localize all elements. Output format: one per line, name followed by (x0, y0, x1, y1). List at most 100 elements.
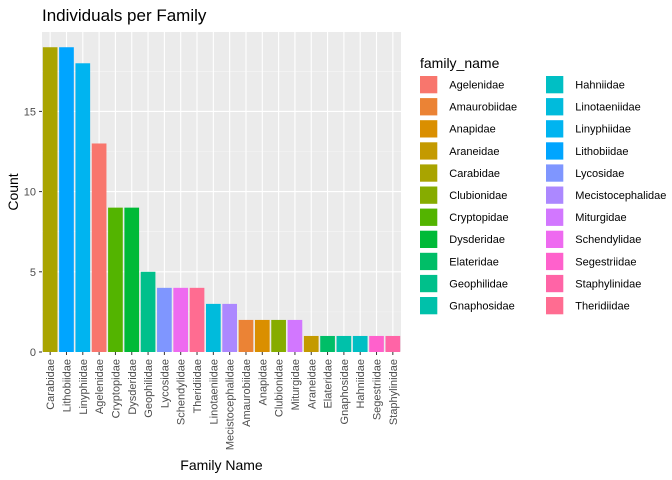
x-tick-label: Cryptopidae (110, 359, 122, 418)
legend-label-gnaphosidae: Gnaphosidae (449, 301, 514, 313)
bar-mecistocephalidae (222, 303, 238, 352)
bar-staphylinidae (385, 335, 401, 352)
legend-label-linotaeniidae: Linotaeniidae (575, 102, 640, 114)
legend-label-hahniidae: Hahniidae (575, 80, 625, 92)
legend-swatch-hahniidae (546, 76, 564, 94)
bar-dysderidae (124, 207, 140, 352)
x-tick-label: Staphylinidae (388, 359, 400, 425)
legend-label-staphylinidae: Staphylinidae (575, 278, 641, 290)
legend-label-clubionidae: Clubionidae (449, 190, 507, 202)
legend-swatch-mecistocephalidae (546, 186, 564, 204)
bar-miturgidae (287, 319, 303, 352)
x-tick-label: Linyphiidae (78, 359, 90, 415)
legend-label-geophilidae: Geophilidae (449, 278, 508, 290)
bar-amaurobiidae (238, 319, 254, 352)
legend-label-carabidae: Carabidae (449, 168, 500, 180)
bar-lithobiidae (59, 47, 74, 352)
x-tick-label: Mecistocephalidae (225, 359, 237, 450)
x-tick-label: Lycosidae (159, 359, 171, 408)
bar-carabidae (42, 47, 58, 352)
x-tick-label: Dysderidae (127, 359, 139, 415)
x-tick-label: Amaurobiidae (241, 359, 253, 427)
bar-elateridae (320, 335, 335, 352)
legend-swatch-theridiidae (546, 297, 564, 315)
bar-cryptopidae (108, 207, 123, 352)
legend-swatch-lycosidae (546, 164, 564, 182)
legend-label-dysderidae: Dysderidae (449, 234, 505, 246)
bar-linyphiidae (75, 63, 91, 352)
legend-label-schendylidae: Schendylidae (575, 234, 641, 246)
bar-anapidae (254, 319, 270, 352)
x-tick-label: Miturgidae (290, 359, 302, 410)
y-tick-label: 15 (24, 106, 36, 118)
y-tick-label: 10 (24, 187, 36, 199)
bar-araneidae (303, 335, 319, 352)
y-axis-title: Count (5, 173, 21, 210)
x-tick-label: Schendylidae (176, 359, 188, 425)
legend-label-linyphiidae: Linyphiidae (575, 124, 631, 136)
legend-swatch-agelenidae (420, 76, 438, 94)
legend-swatch-linyphiidae (546, 120, 564, 138)
x-tick-label: Araneidae (306, 359, 318, 409)
legend-label-lithobiidae: Lithobiidae (575, 146, 628, 158)
legend-label-mecistocephalidae: Mecistocephalidae (575, 190, 666, 202)
legend-label-araneidae: Araneidae (449, 146, 499, 158)
bars (42, 47, 401, 352)
x-axis-title: Family Name (180, 457, 263, 473)
x-tick-label: Carabidae (45, 359, 57, 410)
bar-linotaeniidae (205, 303, 221, 352)
legend-swatch-clubionidae (420, 186, 438, 204)
legend-swatch-elateridae (420, 252, 438, 271)
y-tick-label: 0 (30, 347, 36, 359)
legend-label-theridiidae: Theridiidae (575, 301, 629, 313)
legend-swatch-carabidae (420, 164, 438, 182)
legend-label-segestriidae: Segestriidae (575, 256, 636, 268)
legend-swatch-cryptopidae (420, 208, 438, 226)
legend-swatch-segestriidae (546, 252, 564, 271)
bar-theridiidae (189, 287, 205, 352)
legend-swatch-amaurobiidae (420, 98, 438, 116)
legend-label-lycosidae: Lycosidae (575, 168, 624, 180)
chart-title: Individuals per Family (42, 6, 207, 25)
x-tick-label: Theridiidae (192, 359, 204, 413)
legend-swatch-miturgidae (546, 208, 564, 226)
legend-label-agelenidae: Agelenidae (449, 80, 504, 92)
legend-swatch-schendylidae (546, 230, 564, 248)
legend-label-cryptopidae: Cryptopidae (449, 212, 508, 224)
x-tick-label: Gnaphosidae (339, 359, 351, 424)
legend-swatch-staphylinidae (546, 274, 564, 293)
bar-lycosidae (157, 287, 172, 352)
bar-agelenidae (91, 143, 107, 352)
bar-clubionidae (271, 319, 286, 352)
x-tick-label: Elateridae (323, 359, 335, 409)
y-tick-label: 5 (30, 267, 36, 279)
legend-title: family_name (420, 55, 500, 71)
x-tick-label: Agelenidae (94, 359, 106, 414)
x-tick-label: Geophilidae (143, 359, 155, 418)
x-axis: Carabidae Lithobiidae Linyphiidae Agelenida… (45, 352, 400, 450)
legend: family_name Agelenidae Amaurobiidae Anapid… (420, 55, 666, 315)
y-axis: 0 5 10 15 (24, 106, 42, 359)
x-tick-label: Lithobiidae (61, 359, 73, 412)
legend-swatch-gnaphosidae (420, 297, 438, 315)
legend-label-amaurobiidae: Amaurobiidae (449, 102, 517, 114)
x-tick-label: Clubionidae (274, 359, 286, 417)
x-tick-label: Anapidae (257, 359, 269, 406)
bar-segestriidae (369, 335, 384, 352)
legend-swatch-linotaeniidae (546, 98, 564, 116)
bar-hahniidae (352, 335, 368, 352)
legend-label-anapidae: Anapidae (449, 124, 496, 136)
bar-schendylidae (173, 287, 189, 352)
legend-swatch-anapidae (420, 120, 438, 138)
x-tick-label: Segestriidae (372, 359, 384, 420)
legend-swatch-araneidae (420, 142, 438, 160)
legend-swatch-geophilidae (420, 274, 438, 293)
legend-swatch-dysderidae (420, 230, 438, 248)
legend-label-miturgidae: Miturgidae (575, 212, 626, 224)
x-tick-label: Linotaeniidae (208, 359, 220, 424)
bar-gnaphosidae (336, 335, 352, 352)
legend-label-elateridae: Elateridae (449, 256, 499, 268)
x-tick-label: Hahniidae (355, 359, 367, 409)
legend-swatch-lithobiidae (546, 142, 564, 160)
